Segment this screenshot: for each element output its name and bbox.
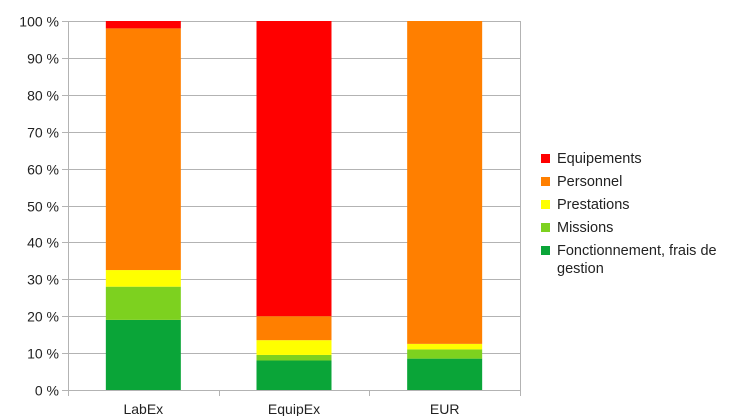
legend-swatch — [541, 223, 550, 232]
bar-segment — [407, 343, 483, 350]
y-tick-label: 0 % — [35, 383, 59, 399]
legend: Equipements Personnel Prestations Missions F… — [541, 150, 739, 283]
y-tick-label: 90 % — [27, 51, 59, 67]
bar-segment — [407, 358, 483, 390]
legend-item: Equipements — [541, 150, 739, 168]
legend-swatch — [541, 177, 550, 186]
legend-item: Fonctionnement, frais de gestion — [541, 242, 739, 278]
x-category-label: EUR — [430, 401, 460, 416]
legend-swatch — [541, 246, 550, 255]
bar-segment — [105, 270, 181, 287]
y-tick-label: 80 % — [27, 88, 59, 104]
legend-swatch — [541, 154, 550, 163]
bar-segment — [105, 319, 181, 390]
legend-label: Equipements — [557, 151, 642, 167]
y-tick-label: 10 % — [27, 346, 59, 362]
legend-item: Personnel — [541, 173, 739, 191]
bar-segment — [105, 21, 181, 29]
legend-swatch — [541, 200, 550, 209]
y-tick-label: 50 % — [27, 199, 59, 215]
y-tick-label: 100 % — [19, 14, 59, 30]
axes — [62, 21, 521, 396]
bar-segment — [256, 340, 332, 355]
bar-segment — [407, 21, 483, 344]
x-axis-category-labels: LabEx EquipEx EUR — [123, 401, 459, 416]
bar-segment — [105, 28, 181, 271]
y-axis-tick-labels: 0 % 10 % 20 % 30 % 40 % 50 % 60 % 70 % 80 % 90 % 1… — [19, 14, 59, 399]
x-category-label: EquipEx — [268, 401, 320, 416]
legend-label: Prestations — [557, 197, 630, 213]
legend-label: Personnel — [557, 174, 623, 190]
y-tick-label: 30 % — [27, 272, 59, 288]
legend-item: Prestations — [541, 196, 739, 214]
legend-label: Fonctionnement, frais de gestion — [557, 243, 717, 277]
bar-segment — [256, 316, 332, 341]
bar-segment — [256, 360, 332, 390]
bar-segment — [105, 286, 181, 320]
bar-stacks — [105, 21, 483, 390]
x-category-label: LabEx — [123, 401, 163, 416]
bar-segment — [256, 21, 332, 317]
legend-item: Missions — [541, 219, 739, 237]
y-tick-label: 60 % — [27, 162, 59, 178]
legend-label: Missions — [557, 220, 614, 236]
bar-segment — [407, 349, 483, 359]
y-tick-label: 70 % — [27, 125, 59, 141]
y-tick-label: 40 % — [27, 235, 59, 251]
y-tick-label: 20 % — [27, 309, 59, 325]
bar-segment — [256, 354, 332, 361]
